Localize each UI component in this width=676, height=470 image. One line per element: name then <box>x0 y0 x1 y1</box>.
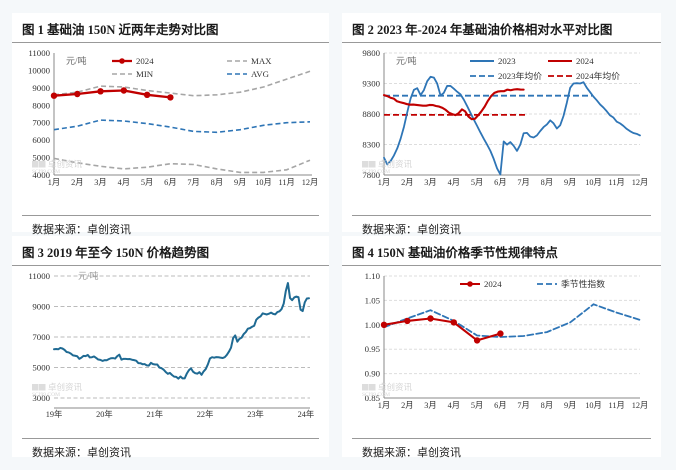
svg-text:7月: 7月 <box>517 401 529 410</box>
svg-text:2023年均价: 2023年均价 <box>498 70 542 81</box>
svg-text:5000: 5000 <box>32 363 50 373</box>
svg-text:1月: 1月 <box>378 178 390 187</box>
svg-text:8月: 8月 <box>541 401 553 410</box>
svg-text:2024: 2024 <box>576 56 594 66</box>
svg-text:6月: 6月 <box>494 401 506 410</box>
svg-text:卓创资讯: 卓创资讯 <box>378 382 413 392</box>
svg-text:9月: 9月 <box>234 178 246 187</box>
svg-text:2月: 2月 <box>401 178 413 187</box>
svg-text:7000: 7000 <box>32 118 50 128</box>
svg-text:7月: 7月 <box>187 178 199 187</box>
svg-text:0.90: 0.90 <box>365 369 381 379</box>
svg-text:5月: 5月 <box>471 401 483 410</box>
svg-text:2024: 2024 <box>484 279 502 289</box>
svg-text:SCI99.COM: SCI99.COM <box>32 392 60 398</box>
svg-text:11月: 11月 <box>279 178 295 187</box>
svg-text:10000: 10000 <box>28 65 51 75</box>
svg-text:11000: 11000 <box>28 48 50 58</box>
svg-text:10月: 10月 <box>585 178 602 187</box>
svg-text:20年: 20年 <box>96 409 113 419</box>
svg-text:SCI99.COM: SCI99.COM <box>32 169 60 175</box>
svg-text:元/吨: 元/吨 <box>78 270 99 281</box>
svg-text:6月: 6月 <box>164 178 176 187</box>
svg-text:9月: 9月 <box>564 178 576 187</box>
svg-text:卓创资讯: 卓创资讯 <box>378 159 413 169</box>
svg-text:卓创资讯: 卓创资讯 <box>48 382 83 392</box>
svg-text:22年: 22年 <box>197 409 214 419</box>
svg-text:9000: 9000 <box>32 302 50 312</box>
svg-text:3月: 3月 <box>424 401 436 410</box>
svg-text:10月: 10月 <box>585 401 602 410</box>
svg-text:7月: 7月 <box>517 178 529 187</box>
svg-text:MIN: MIN <box>136 69 154 79</box>
svg-text:8000: 8000 <box>32 100 50 110</box>
svg-text:9000: 9000 <box>32 83 50 93</box>
svg-text:季节性指数: 季节性指数 <box>561 278 605 289</box>
svg-text:2023: 2023 <box>498 56 516 66</box>
svg-text:MAX: MAX <box>251 56 272 66</box>
svg-text:21年: 21年 <box>146 409 163 419</box>
svg-text:8月: 8月 <box>541 178 553 187</box>
svg-text:6月: 6月 <box>494 178 506 187</box>
svg-text:12月: 12月 <box>632 178 649 187</box>
svg-text:AVG: AVG <box>251 69 270 79</box>
svg-text:10月: 10月 <box>255 178 272 187</box>
svg-text:SCI99.COM: SCI99.COM <box>362 169 390 175</box>
svg-text:9800: 9800 <box>362 48 380 58</box>
svg-text:1月: 1月 <box>378 401 390 410</box>
svg-text:8800: 8800 <box>362 109 380 119</box>
svg-text:1.10: 1.10 <box>365 271 381 281</box>
svg-text:1.05: 1.05 <box>365 295 381 305</box>
svg-text:19年: 19年 <box>46 409 63 419</box>
svg-text:卓创资讯: 卓创资讯 <box>48 159 83 169</box>
svg-text:1月: 1月 <box>48 178 60 187</box>
svg-text:2月: 2月 <box>71 178 83 187</box>
svg-text:2024: 2024 <box>136 56 154 66</box>
svg-text:11000: 11000 <box>28 271 50 281</box>
svg-text:5月: 5月 <box>141 178 153 187</box>
svg-text:24年: 24年 <box>298 409 315 419</box>
svg-text:0.95: 0.95 <box>365 344 381 354</box>
svg-text:8月: 8月 <box>211 178 223 187</box>
svg-text:SCI99.COM: SCI99.COM <box>362 392 390 398</box>
svg-text:4月: 4月 <box>118 178 130 187</box>
svg-text:12月: 12月 <box>302 178 319 187</box>
svg-text:11月: 11月 <box>609 178 625 187</box>
svg-text:8300: 8300 <box>362 140 380 150</box>
svg-text:5月: 5月 <box>471 178 483 187</box>
svg-text:6000: 6000 <box>32 135 50 145</box>
svg-text:3月: 3月 <box>94 178 106 187</box>
svg-text:12月: 12月 <box>632 401 649 410</box>
svg-text:2月: 2月 <box>401 401 413 410</box>
svg-text:元/吨: 元/吨 <box>396 55 417 66</box>
svg-text:3月: 3月 <box>424 178 436 187</box>
svg-text:11月: 11月 <box>609 401 625 410</box>
svg-text:23年: 23年 <box>247 409 264 419</box>
svg-text:元/吨: 元/吨 <box>66 55 87 66</box>
svg-text:9月: 9月 <box>564 401 576 410</box>
svg-text:7000: 7000 <box>32 332 50 342</box>
svg-text:4月: 4月 <box>448 178 460 187</box>
svg-text:4月: 4月 <box>448 401 460 410</box>
svg-text:9300: 9300 <box>362 79 380 89</box>
svg-text:1.00: 1.00 <box>365 320 381 330</box>
svg-text:2024年均价: 2024年均价 <box>576 70 620 81</box>
